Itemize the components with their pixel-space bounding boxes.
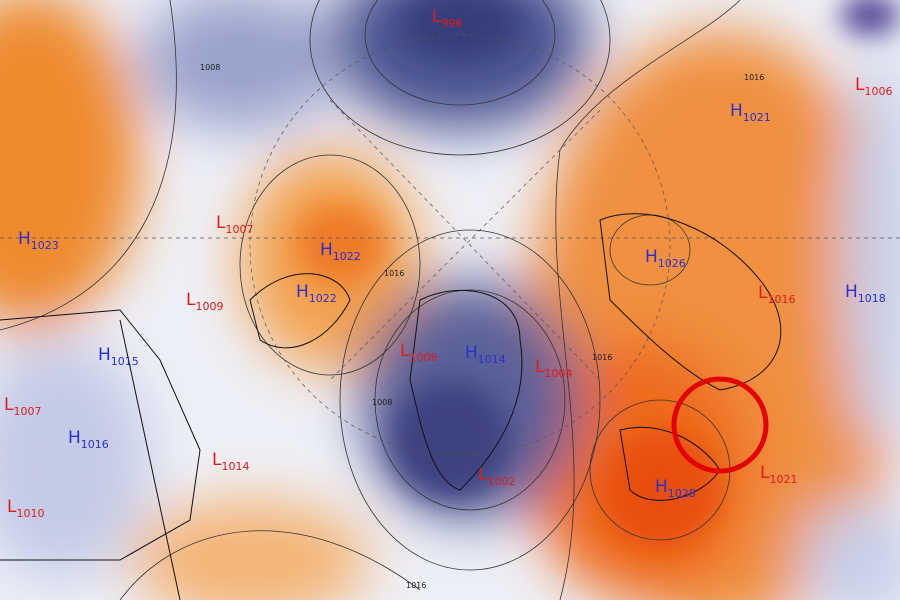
center-letter: L	[4, 395, 14, 415]
center-letter: H	[845, 282, 858, 302]
center-value: 1016	[81, 438, 109, 451]
center-value: 1026	[658, 257, 686, 270]
center-value: 1010	[16, 507, 44, 520]
pressure-center: L1016	[758, 283, 795, 306]
pressure-center: L1002	[478, 465, 515, 488]
center-letter: L	[432, 7, 442, 27]
center-letter: H	[68, 428, 81, 448]
pressure-center: H1014	[465, 343, 506, 366]
center-value: 1009	[195, 300, 223, 313]
center-letter: L	[400, 341, 410, 361]
pressure-center: L1021	[760, 463, 797, 486]
center-value: 1016	[767, 293, 795, 306]
center-value: 996	[441, 17, 462, 30]
isobar-label: 1016	[406, 581, 426, 590]
center-letter: H	[465, 343, 478, 363]
center-value: 1021	[743, 111, 771, 124]
center-value: 1022	[309, 292, 337, 305]
center-letter: H	[296, 282, 309, 302]
center-letter: L	[478, 465, 488, 485]
center-value: 1006	[864, 85, 892, 98]
pressure-center: L1006	[400, 341, 437, 364]
center-letter: H	[730, 101, 743, 121]
center-letter: L	[758, 283, 768, 303]
center-value: 1015	[111, 355, 139, 368]
center-letter: H	[18, 229, 31, 249]
pressure-center: L1006	[855, 75, 892, 98]
center-value: 1007	[225, 223, 253, 236]
pressure-cores	[295, 0, 900, 550]
pressure-center: H1023	[18, 229, 59, 252]
pressure-center: H1022	[296, 282, 337, 305]
pressure-center: H1026	[645, 247, 686, 270]
center-value: 1022	[333, 250, 361, 263]
center-letter: H	[98, 345, 111, 365]
center-letter: L	[7, 497, 17, 517]
center-value: 1007	[13, 405, 41, 418]
center-letter: L	[186, 290, 196, 310]
pressure-center: L1004	[535, 357, 572, 380]
center-value: 1021	[769, 473, 797, 486]
center-value: 1014	[478, 353, 506, 366]
labels: L996H1023L1007H1022H1022L1009H1015L1007H…	[4, 7, 892, 590]
pressure-center: H1028	[655, 477, 696, 500]
center-value: 1002	[487, 475, 515, 488]
isobar-label: 1016	[744, 73, 764, 82]
center-letter: H	[655, 477, 668, 497]
pressure-center: H1016	[68, 428, 109, 451]
isobar-label: 1008	[372, 398, 392, 407]
center-letter: L	[855, 75, 865, 95]
center-letter: L	[760, 463, 770, 483]
center-value: 1004	[544, 367, 572, 380]
center-value: 1018	[858, 292, 886, 305]
pressure-center: L1007	[4, 395, 41, 418]
center-letter: L	[212, 450, 222, 470]
center-letter: L	[535, 357, 545, 377]
center-letter: L	[216, 213, 226, 233]
isobar-label: 1016	[384, 269, 404, 278]
pressure-center: H1022	[320, 240, 361, 263]
center-value: 1028	[668, 487, 696, 500]
pressure-center: L1007	[216, 213, 253, 236]
center-letter: H	[320, 240, 333, 260]
pressure-center: H1021	[730, 101, 771, 124]
pressure-center: H1015	[98, 345, 139, 368]
pressure-center: L1014	[212, 450, 249, 473]
center-value: 1014	[221, 460, 249, 473]
center-value: 1023	[31, 239, 59, 252]
isobar-label: 1008	[200, 63, 220, 72]
pressure-center: L996	[432, 7, 462, 30]
pressure-center: L1009	[186, 290, 223, 313]
highlight-circle	[671, 376, 769, 474]
pressure-center: H1018	[845, 282, 886, 305]
graticule	[0, 34, 900, 456]
center-value: 1006	[409, 351, 437, 364]
isobar-label: 1016	[592, 353, 612, 362]
pressure-center: L1010	[7, 497, 44, 520]
coastlines	[0, 213, 782, 600]
center-letter: H	[645, 247, 658, 267]
